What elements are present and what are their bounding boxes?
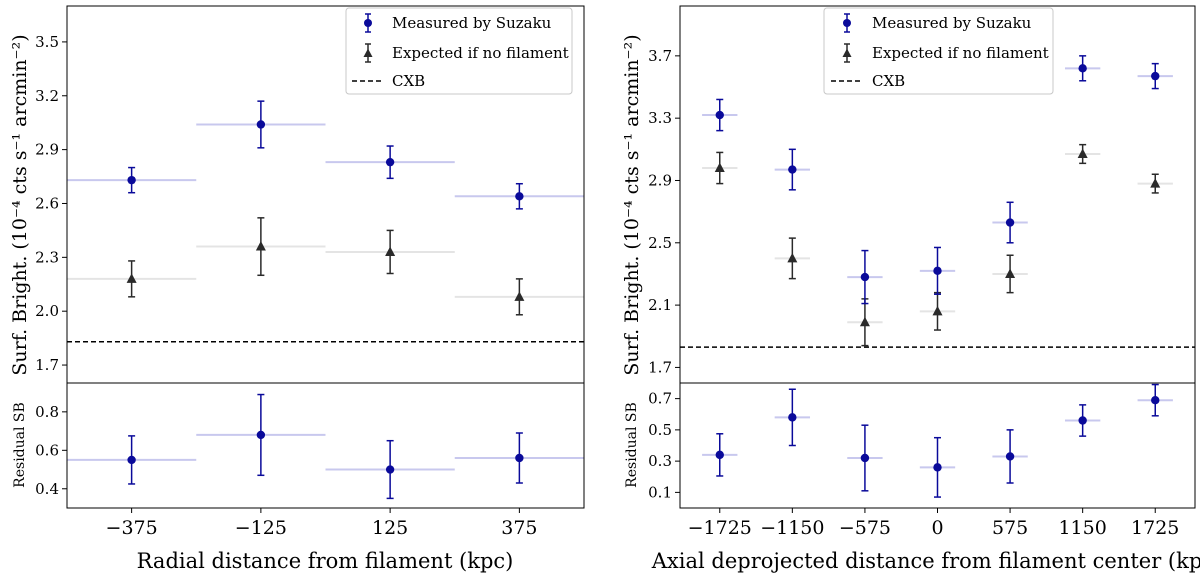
left-xtick-label-2: 125 <box>372 517 408 539</box>
right-residual-plot-marks <box>702 383 1173 498</box>
right-residual-ytick-label-3: 0.7 <box>648 390 672 408</box>
right-expected-point-1 <box>787 252 798 263</box>
right-xtick-label-0: −1725 <box>688 517 752 539</box>
left-expected-point-0 <box>126 273 137 283</box>
right-measured-point-5 <box>1078 64 1087 73</box>
left-legend: Measured by Suzaku Expected if no filame… <box>345 7 573 95</box>
right-measured-point-6 <box>1151 71 1160 81</box>
right-measured-point-1 <box>788 165 797 174</box>
right-main-ytick-label-0: 1.7 <box>648 358 672 376</box>
right-residual-y-axis-label: Residual SB <box>624 402 640 488</box>
right-expected-point-5 <box>1077 148 1088 158</box>
right-expected-point-0 <box>714 162 725 173</box>
right-expected-point-6 <box>1150 178 1161 188</box>
right-xtick-label-6: 1725 <box>1131 517 1179 539</box>
left-residual-point-3 <box>515 453 524 463</box>
left-xtick-label-1: −125 <box>235 517 287 539</box>
left-residual-ytick-label-1: 0.6 <box>35 441 59 459</box>
right-main-plot-marks <box>680 55 1195 348</box>
left-measured-point-2 <box>385 157 395 167</box>
right-measured-point-0 <box>715 110 724 120</box>
left-legend-box <box>345 7 573 95</box>
right-expected-point-3 <box>932 305 943 316</box>
right-y-axis-label: Surf. Bright. (10⁻⁴ cts s⁻¹ arcmin⁻²) <box>621 34 643 375</box>
left-expected-point-2 <box>385 246 396 256</box>
right-main-y-ticks: 1.7 2.1 2.5 2.9 3.3 3.7 <box>648 47 680 376</box>
right-residual-point-5 <box>1078 416 1087 425</box>
left-main-ytick-label-2: 2.3 <box>35 248 59 266</box>
right-residual-point-6 <box>1151 395 1160 405</box>
right-xtick-label-4: 575 <box>992 517 1028 539</box>
left-main-ytick-label-5: 3.2 <box>35 87 59 105</box>
left-residual-y-ticks: 0.4 0.6 0.8 <box>35 403 67 498</box>
right-legend-cxb-label: CXB <box>872 72 905 90</box>
left-residual-y-axis-label: Residual SB <box>12 402 28 488</box>
left-residual-point-1 <box>256 430 266 440</box>
left-main-ytick-label-6: 3.5 <box>35 33 59 51</box>
left-xtick-label-3: 375 <box>501 517 537 539</box>
left-measured-point-1 <box>256 120 266 129</box>
right-legend-expected-marker <box>842 43 852 63</box>
right-residual-ytick-label-1: 0.3 <box>648 452 672 470</box>
left-main-ytick-label-3: 2.6 <box>35 194 59 212</box>
right-xtick-label-2: −575 <box>839 517 891 539</box>
right-residual-point-0 <box>715 450 724 460</box>
left-residual-ytick-label-0: 0.4 <box>35 480 59 498</box>
left-legend-expected-marker <box>363 43 373 63</box>
left-main-ytick-label-4: 2.9 <box>35 141 59 159</box>
left-residual-plot-marks <box>67 393 584 500</box>
right-expected-point-4 <box>1005 268 1016 278</box>
right-panel: 1.7 2.1 2.5 2.9 3.3 3.7 0.1 0.3 0.5 0.7 −1725 −11… <box>621 5 1200 573</box>
right-xtick-label-3: 0 <box>931 517 943 539</box>
right-legend-measured-marker <box>843 13 851 33</box>
left-legend-expected-label: Expected if no filament <box>392 44 569 62</box>
left-x-axis-label: Radial distance from filament (kpc) <box>137 549 514 573</box>
right-main-ytick-label-5: 3.7 <box>648 47 672 65</box>
left-residual-point-2 <box>385 465 395 474</box>
right-residual-point-4 <box>1005 452 1015 461</box>
right-x-ticks: −1725 −1150 −575 0 575 1150 1725 <box>688 508 1179 539</box>
right-legend-measured-label: Measured by Suzaku <box>872 14 1032 32</box>
right-expected-point-2 <box>859 316 870 327</box>
left-measured-point-0 <box>127 175 136 185</box>
left-main-ytick-label-1: 2.0 <box>35 302 59 320</box>
left-residual-ytick-label-2: 0.8 <box>35 403 59 421</box>
right-main-ytick-label-3: 2.9 <box>648 171 672 189</box>
left-legend-measured-marker <box>364 13 372 33</box>
left-expected-point-1 <box>255 241 266 251</box>
left-legend-measured-label: Measured by Suzaku <box>392 14 552 32</box>
left-residual-plot-frame <box>66 382 585 509</box>
right-measured-point-4 <box>1005 218 1015 227</box>
right-residual-y-ticks: 0.1 0.3 0.5 0.7 <box>648 390 680 501</box>
right-measured-point-2 <box>860 272 870 282</box>
right-legend-box <box>823 7 1054 95</box>
left-legend-cxb-label: CXB <box>392 72 425 90</box>
right-legend: Measured by Suzaku Expected if no filame… <box>823 7 1054 95</box>
right-residual-point-1 <box>788 413 797 422</box>
left-main-y-ticks: 1.7 2.0 2.3 2.6 2.9 3.2 3.5 <box>35 33 67 374</box>
right-measured-point-3 <box>933 266 942 276</box>
right-xtick-label-1: −1150 <box>760 517 824 539</box>
right-main-ytick-label-1: 2.1 <box>648 296 672 314</box>
right-main-ytick-label-2: 2.5 <box>648 234 672 252</box>
right-legend-expected-label: Expected if no filament <box>872 44 1049 62</box>
left-residual-point-0 <box>127 455 136 465</box>
left-y-axis-label: Surf. Bright. (10⁻⁴ cts s⁻¹ arcmin⁻²) <box>9 34 31 375</box>
right-residual-point-3 <box>933 463 942 472</box>
right-residual-ytick-label-2: 0.5 <box>648 421 672 439</box>
left-x-ticks: −375 −125 125 375 <box>106 508 538 539</box>
left-measured-point-3 <box>515 192 524 201</box>
left-main-plot-marks <box>67 100 584 343</box>
right-residual-point-2 <box>860 453 870 463</box>
right-xtick-label-5: 1150 <box>1058 517 1106 539</box>
right-main-ytick-label-4: 3.3 <box>648 109 672 127</box>
left-panel: 1.7 2.0 2.3 2.6 2.9 3.2 3.5 0.4 0.6 0.8 −375 −125… <box>9 5 585 573</box>
left-xtick-label-0: −375 <box>106 517 158 539</box>
left-main-ytick-label-0: 1.7 <box>35 356 59 374</box>
right-x-axis-label: Axial deprojected distance from filament… <box>651 549 1200 573</box>
right-residual-ytick-label-0: 0.1 <box>648 483 672 501</box>
left-expected-point-3 <box>514 291 525 301</box>
